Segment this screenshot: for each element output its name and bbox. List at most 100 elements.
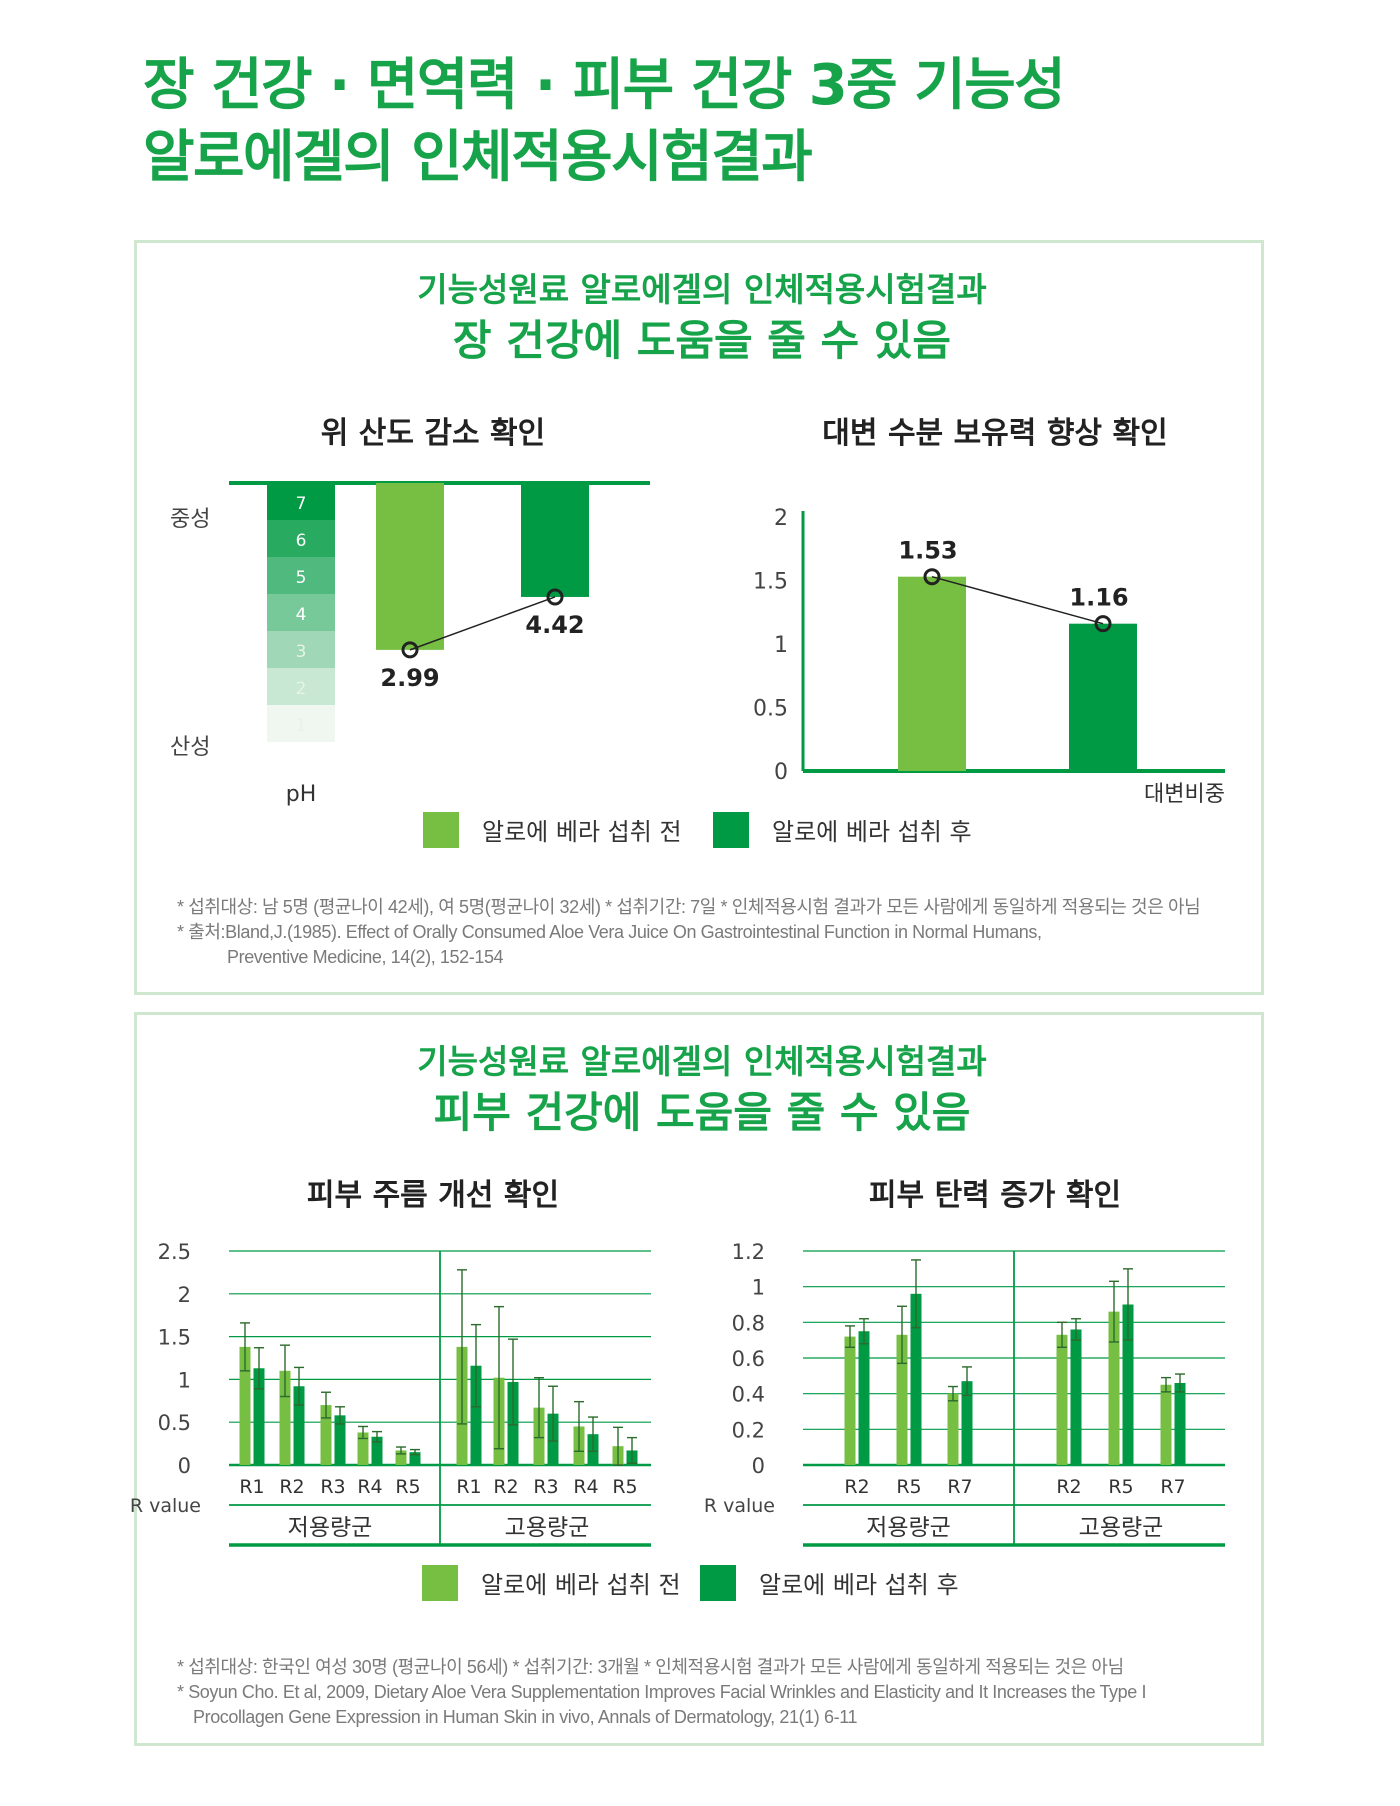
headline: 장 건강 · 면역력 · 피부 건강 3중 기능성 알로에겔의 인체적용시험결과 — [143, 50, 1066, 194]
gut-note-2: * 출처:Bland,J.(1985). Effect of Orally Co… — [177, 922, 1042, 942]
category-label: R3 — [320, 1476, 345, 1498]
legend-after-swatch — [700, 1565, 736, 1601]
group-label: 저용량군 — [866, 1515, 951, 1541]
data-label: 1.16 — [1069, 584, 1128, 612]
bar-after — [293, 1386, 305, 1465]
skin-note-2: * Soyun Cho. Et al, 2009, Dietary Aloe V… — [177, 1682, 1147, 1702]
y-tick-label: 0.8 — [732, 1311, 765, 1335]
bar-after — [1122, 1304, 1134, 1465]
y-tick-label: 0.5 — [158, 1411, 191, 1435]
gut-health-svg: 기능성원료 알로에겔의 인체적용시험결과 장 건강에 도움을 줄 수 있음 위 … — [170, 270, 1225, 848]
y-axis-label: R value — [704, 1495, 775, 1517]
category-label: R2 — [493, 1476, 518, 1498]
y-tick-label: 0.5 — [753, 697, 788, 722]
skin-health-svg: 기능성원료 알로에겔의 인체적용시험결과 피부 건강에 도움을 줄 수 있음 피… — [130, 1042, 1225, 1601]
bar-after — [253, 1368, 265, 1465]
bar-after — [1174, 1382, 1186, 1465]
bar-before — [320, 1405, 332, 1465]
bar-after — [1069, 623, 1137, 771]
y-tick-label: 1 — [774, 633, 788, 658]
wrinkle-chart-title: 피부 주름 개선 확인 — [307, 1178, 559, 1213]
y-tick-label: 0.6 — [732, 1347, 765, 1371]
category-label: R2 — [1056, 1476, 1081, 1498]
y-tick-label: 0 — [752, 1454, 765, 1478]
category-label: R2 — [279, 1476, 304, 1498]
legend-before-swatch — [423, 812, 459, 848]
data-label: 2.99 — [380, 664, 439, 692]
ph-scale-tick: 4 — [296, 605, 307, 625]
y-tick-label: 1.5 — [158, 1326, 191, 1350]
skin-legend: 알로에 베라 섭취 전 알로에 베라 섭취 후 — [422, 1565, 959, 1601]
gut-legend: 알로에 베라 섭취 전 알로에 베라 섭취 후 — [423, 812, 972, 848]
elasticity-chart: 0 0.2 0.4 0.6 0.8 1 1.2 R value R2 R5 R7 저용량군 R2 R5 R7… — [704, 1240, 1225, 1547]
gut-subtitle: 기능성원료 알로에겔의 인체적용시험결과 — [417, 270, 986, 309]
skin-note-3: Procollagen Gene Expression in Human Ski… — [193, 1707, 858, 1727]
bar-after — [470, 1365, 482, 1465]
data-label: 1.53 — [898, 537, 957, 565]
ph-scale-tick: 6 — [296, 531, 307, 551]
ph-scale-tick: 3 — [296, 642, 307, 662]
stool-chart: 0 0.5 1 1.5 2 대변비중 1.53 1.16 — [753, 506, 1225, 807]
gut-footnotes: * 섭취대상: 남 5명 (평균나이 42세), 여 5명(평균나이 32세) … — [177, 895, 1237, 970]
y-tick-label: 1 — [752, 1276, 765, 1300]
gut-health-panel: 기능성원료 알로에겔의 인체적용시험결과 장 건강에 도움을 줄 수 있음 위 … — [134, 240, 1264, 995]
category-label: R5 — [612, 1476, 637, 1498]
group-label: 저용량군 — [288, 1515, 373, 1541]
y-tick-label: 0 — [774, 760, 788, 785]
gut-title: 장 건강에 도움을 줄 수 있음 — [453, 316, 951, 365]
data-point — [401, 641, 419, 659]
legend-after-label: 알로에 베라 섭취 후 — [772, 818, 972, 846]
gut-note-3: Preventive Medicine, 14(2), 152-154 — [227, 947, 504, 967]
bar-before — [947, 1393, 959, 1465]
neutral-label: 중성 — [170, 507, 210, 532]
category-label: R4 — [357, 1476, 382, 1498]
bar-before — [395, 1450, 407, 1465]
data-point — [1094, 615, 1112, 633]
ph-scale-tick: 1 — [296, 716, 307, 736]
ph-scale-cell — [267, 520, 335, 557]
legend-after-swatch — [713, 812, 749, 848]
trend-line — [409, 596, 556, 651]
category-label: R3 — [533, 1476, 558, 1498]
acidic-label: 산성 — [170, 735, 210, 760]
x-axis-label: 대변비중 — [1144, 782, 1225, 807]
bar-before — [376, 483, 444, 650]
ph-scale-tick: 2 — [296, 679, 307, 699]
bar-before — [896, 1334, 908, 1465]
ph-scale-cell — [267, 631, 335, 668]
wrinkle-chart: 0 0.5 1 1.5 2 2.5 R value R1 R2 R3 R4 R5 저용량군 R1 R2 R3 R… — [130, 1240, 651, 1547]
bar-after — [334, 1415, 346, 1465]
category-label: R4 — [573, 1476, 598, 1498]
y-tick-label: 0 — [178, 1454, 191, 1478]
category-label: R7 — [1160, 1476, 1185, 1498]
bar-after — [1070, 1329, 1082, 1465]
data-point — [546, 588, 564, 606]
category-label: R5 — [1108, 1476, 1133, 1498]
ph-scale-cell — [267, 483, 335, 520]
headline-line1: 장 건강 · 면역력 · 피부 건강 3중 기능성 — [143, 53, 1066, 118]
category-label: R1 — [456, 1476, 481, 1498]
category-label: R2 — [844, 1476, 869, 1498]
bar-before — [1160, 1384, 1172, 1465]
data-point — [923, 568, 941, 586]
x-axis-label: pH — [286, 782, 317, 807]
legend-before-swatch — [422, 1565, 458, 1601]
skin-title: 피부 건강에 도움을 줄 수 있음 — [434, 1088, 971, 1137]
bar-before — [1056, 1334, 1068, 1465]
category-label: R5 — [395, 1476, 420, 1498]
y-axis-label: R value — [130, 1495, 201, 1517]
bar-before — [1108, 1311, 1120, 1465]
y-tick-label: 2 — [774, 506, 788, 531]
ph-scale-tick: 5 — [296, 568, 307, 588]
bar-before — [844, 1336, 856, 1465]
category-label: R1 — [239, 1476, 264, 1498]
bar-before — [898, 576, 966, 771]
bar-after — [910, 1293, 922, 1465]
y-tick-label: 1.2 — [732, 1240, 765, 1264]
bar-before — [239, 1346, 251, 1465]
y-tick-label: 1 — [178, 1368, 191, 1392]
bar-after — [521, 483, 589, 597]
stool-chart-title: 대변 수분 보유력 향상 확인 — [822, 416, 1167, 451]
bar-before — [279, 1370, 291, 1465]
